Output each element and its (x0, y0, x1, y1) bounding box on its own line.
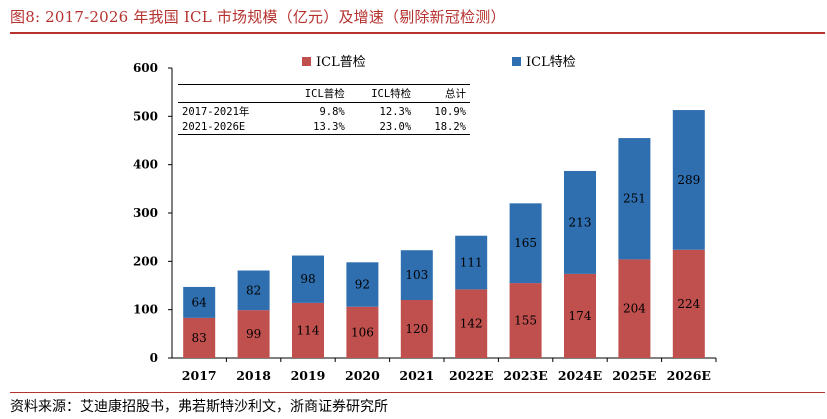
bar-data-label: 103 (405, 268, 428, 282)
bar-data-label: 111 (460, 256, 483, 270)
growth-table-cell: 9.8% (319, 105, 345, 118)
growth-table-row: 2017-2021年 9.8% 12.3% 10.9% (178, 103, 470, 121)
legend-swatch (302, 57, 311, 66)
bar-data-label: 83 (192, 331, 207, 345)
legend-label: ICL特检 (526, 55, 576, 70)
bar-data-label: 82 (246, 283, 261, 297)
growth-rate-table: ICL普检 ICL特检 总计 2017-2021年 9.8% 12.3% 10.… (178, 84, 470, 135)
y-tick-label: 300 (133, 206, 158, 220)
bar-icl-general (183, 317, 216, 358)
bar-data-label: 98 (300, 272, 315, 286)
y-tick-label: 600 (133, 61, 158, 75)
growth-table-cell: 2021-2026E (182, 121, 246, 133)
bar-data-label: 92 (355, 278, 370, 292)
y-tick-label: 400 (133, 158, 158, 172)
bar-data-label: 120 (405, 322, 428, 336)
growth-table-cell: 2017-2021年 (182, 106, 250, 118)
bar-icl-special (618, 138, 651, 260)
bar-data-label: 165 (514, 236, 537, 250)
bar-icl-general (564, 273, 596, 358)
bar-icl-special (400, 250, 433, 300)
bar-data-label: 204 (623, 302, 646, 316)
source-divider (10, 392, 825, 393)
x-tick-label: 2017 (182, 368, 217, 383)
y-tick-label: 200 (133, 254, 158, 268)
bar-data-label: 224 (677, 297, 700, 311)
x-tick-label: 2023E (503, 368, 547, 383)
bar-icl-special (509, 203, 542, 284)
figure-title: 图8: 2017-2026 年我国 ICL 市场规模（亿元）及增速（剔除新冠检测… (10, 8, 506, 26)
bar-icl-special (672, 110, 705, 250)
bar-data-label: 142 (460, 317, 483, 331)
growth-table-cell: 23.0% (379, 121, 412, 133)
bar-icl-special (455, 235, 488, 290)
growth-table-header-row: ICL普检 ICL特检 总计 (178, 84, 470, 103)
growth-table-header-cell: ICL普检 (304, 88, 345, 100)
bar-icl-special (183, 286, 216, 318)
source-note: 资料来源：艾迪康招股书，弗若斯特沙利文，浙商证券研究所 (10, 399, 388, 415)
x-tick-label: 2018 (236, 368, 271, 383)
y-tick-label: 500 (133, 109, 158, 123)
growth-table-cell: 13.3% (313, 121, 345, 133)
bar-data-label: 64 (192, 295, 208, 309)
y-tick-label: 100 (133, 303, 158, 317)
growth-table-header-cell (178, 85, 282, 103)
y-tick-label: 0 (150, 351, 158, 365)
x-tick-label: 2021 (399, 368, 434, 383)
bar-icl-general (509, 283, 542, 358)
growth-table-cell: 12.3% (379, 105, 412, 118)
bar-icl-special (564, 170, 596, 274)
growth-table-cell: 10.9% (434, 105, 466, 118)
bar-icl-general (400, 300, 433, 358)
x-tick-label: 2020 (345, 368, 380, 383)
x-tick-label: 2026E (667, 368, 711, 383)
bar-icl-general (292, 302, 324, 358)
x-tick-label: 2019 (291, 368, 326, 383)
x-tick-label: 2025E (612, 368, 656, 383)
bar-data-label: 174 (569, 309, 592, 323)
bar-data-label: 114 (297, 323, 320, 337)
legend-swatch (512, 57, 521, 66)
bar-icl-general (346, 306, 379, 358)
bar-icl-general (237, 310, 270, 358)
bar-icl-general (672, 249, 705, 358)
growth-table-header-cell: ICL特检 (371, 88, 412, 100)
x-tick-label: 2024E (558, 368, 602, 383)
x-tick-label: 2022E (449, 368, 493, 383)
bar-icl-general (618, 259, 651, 358)
growth-table-cell: 18.2% (434, 121, 466, 133)
growth-table-row: 2021-2026E 13.3% 23.0% 18.2% (178, 120, 470, 135)
bar-icl-special (346, 262, 379, 307)
bar-icl-special (292, 255, 324, 303)
bar-data-label: 289 (677, 173, 700, 187)
bar-icl-special (237, 270, 270, 311)
legend-label: ICL普检 (316, 55, 366, 70)
bar-data-label: 251 (623, 192, 646, 206)
bar-data-label: 213 (569, 215, 592, 229)
title-divider (10, 32, 825, 34)
bar-data-label: 106 (351, 325, 374, 339)
growth-table-header-cell: 总计 (445, 88, 466, 100)
bar-icl-general (455, 289, 488, 358)
bar-data-label: 155 (514, 314, 537, 328)
bar-data-label: 99 (246, 327, 261, 341)
